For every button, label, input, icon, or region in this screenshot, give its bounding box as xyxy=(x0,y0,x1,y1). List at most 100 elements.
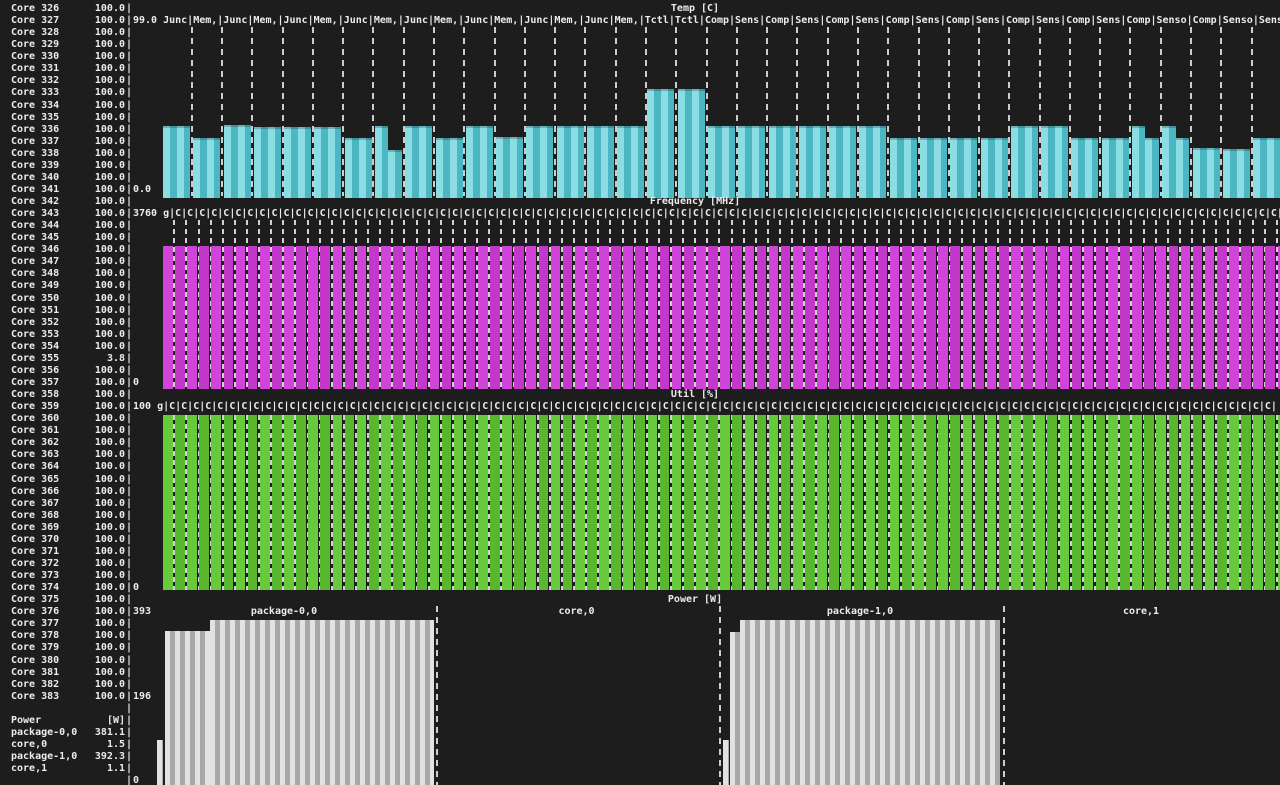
column-separator xyxy=(245,220,248,389)
power-section-label: package-1,0 xyxy=(826,606,894,617)
sensor-row: Core 330 100.0 | xyxy=(0,51,133,63)
sensor-row: Core 382 100.0 | xyxy=(0,679,133,691)
column-separator xyxy=(1178,415,1181,590)
column-separator xyxy=(464,220,467,389)
temp-bar xyxy=(1192,148,1220,198)
sensor-row: Core 372 100.0 | xyxy=(0,558,133,570)
freq-bar xyxy=(1204,246,1215,389)
sensor-name: Core 377 xyxy=(11,618,60,629)
power-scale-mid: 196 xyxy=(133,691,152,702)
sensor-row: Core 327 100.0 | xyxy=(0,15,133,27)
util-scale-min: 0 xyxy=(133,582,140,593)
sensor-row: Core 346 100.0 | xyxy=(0,244,133,256)
temp-bar xyxy=(405,126,433,198)
sensor-row: Core 338 100.0 | xyxy=(0,148,133,160)
column-divider: | xyxy=(126,558,133,569)
freq-scale-min: 0 xyxy=(133,377,140,388)
column-separator xyxy=(675,27,678,196)
sensor-value: [W] xyxy=(106,715,125,726)
util-bar xyxy=(1265,415,1276,590)
column-divider: | xyxy=(126,739,133,750)
sensor-value: 100.0 xyxy=(94,172,125,183)
sensor-name: Core 378 xyxy=(11,630,60,641)
freq-bar xyxy=(829,246,839,389)
freq-bar xyxy=(974,246,985,389)
temp-bar xyxy=(647,89,675,198)
column-divider: | xyxy=(126,256,133,267)
sensor-row: Core 337 100.0 | xyxy=(0,136,133,148)
sensor-value: 100.0 xyxy=(94,582,125,593)
util-bar xyxy=(441,415,452,590)
freq-bar xyxy=(877,246,888,389)
column-divider: | xyxy=(126,642,133,653)
sensor-value: 100.0 xyxy=(94,558,125,569)
freq-bar xyxy=(1011,246,1021,389)
util-bar xyxy=(1229,415,1239,590)
sensor-row: | xyxy=(0,703,133,715)
column-divider: | xyxy=(126,606,133,617)
freq-bar xyxy=(1035,246,1045,389)
freq-bar xyxy=(320,246,331,389)
freq-bar xyxy=(393,246,403,389)
column-separator xyxy=(342,415,345,590)
column-separator xyxy=(1099,27,1102,196)
column-separator xyxy=(209,220,212,389)
column-separator xyxy=(985,415,987,590)
column-separator xyxy=(1094,415,1097,590)
column-separator xyxy=(1068,27,1071,196)
column-separator xyxy=(936,415,939,590)
column-separator xyxy=(609,415,612,590)
column-separator xyxy=(1239,415,1242,590)
freq-bar xyxy=(502,246,512,389)
util-bar xyxy=(756,415,767,590)
freq-bar xyxy=(756,246,767,389)
power-bar xyxy=(729,632,740,785)
column-separator xyxy=(875,220,878,389)
util-bar xyxy=(344,415,355,590)
sensor-name: Core 348 xyxy=(11,268,60,279)
temp-bar xyxy=(768,126,796,198)
freq-bar xyxy=(465,246,476,389)
column-separator xyxy=(476,415,479,590)
util-bar xyxy=(611,415,621,590)
util-bar xyxy=(1035,415,1045,590)
freq-bar xyxy=(671,246,682,389)
column-separator xyxy=(742,415,745,590)
sensor-value: 100.0 xyxy=(94,27,125,38)
sensor-row: Core 362 100.0 | xyxy=(0,437,133,449)
temp-bar xyxy=(1222,149,1250,198)
sensor-row: Core 371 100.0 | xyxy=(0,546,133,558)
column-separator xyxy=(585,415,588,590)
column-divider: | xyxy=(126,401,133,412)
column-separator xyxy=(1033,415,1036,590)
column-divider: | xyxy=(126,100,133,111)
sensor-value: 100.0 xyxy=(94,630,125,641)
util-bar xyxy=(393,415,403,590)
column-divider: | xyxy=(126,594,133,605)
sensor-row: Core 333 100.0 | xyxy=(0,87,133,99)
column-divider: | xyxy=(126,727,133,738)
util-bar xyxy=(1132,415,1142,590)
util-bar xyxy=(1144,415,1154,590)
column-separator xyxy=(1154,220,1157,389)
column-separator xyxy=(209,415,212,590)
sensor-name: Core 328 xyxy=(11,27,60,38)
sensor-name: Core 330 xyxy=(11,51,60,62)
column-separator xyxy=(573,415,576,590)
column-separator xyxy=(330,220,333,389)
sensor-name: Core 356 xyxy=(11,365,60,376)
sensor-name: Core 371 xyxy=(11,546,60,557)
sensor-row: Core 374 100.0 | xyxy=(0,582,133,594)
column-separator xyxy=(554,27,557,196)
column-separator xyxy=(355,415,358,590)
temp-bar xyxy=(738,126,766,198)
sensor-name: Core 360 xyxy=(11,413,60,424)
temp-bar xyxy=(556,126,584,198)
column-separator xyxy=(560,415,563,590)
power-bar xyxy=(164,631,210,785)
freq-bar xyxy=(259,246,270,389)
sensor-row: Core 375 100.0 | xyxy=(0,594,133,606)
column-divider: | xyxy=(126,87,133,98)
sensor-row: Core 332 100.0 | xyxy=(0,75,133,87)
column-separator xyxy=(1263,220,1266,389)
